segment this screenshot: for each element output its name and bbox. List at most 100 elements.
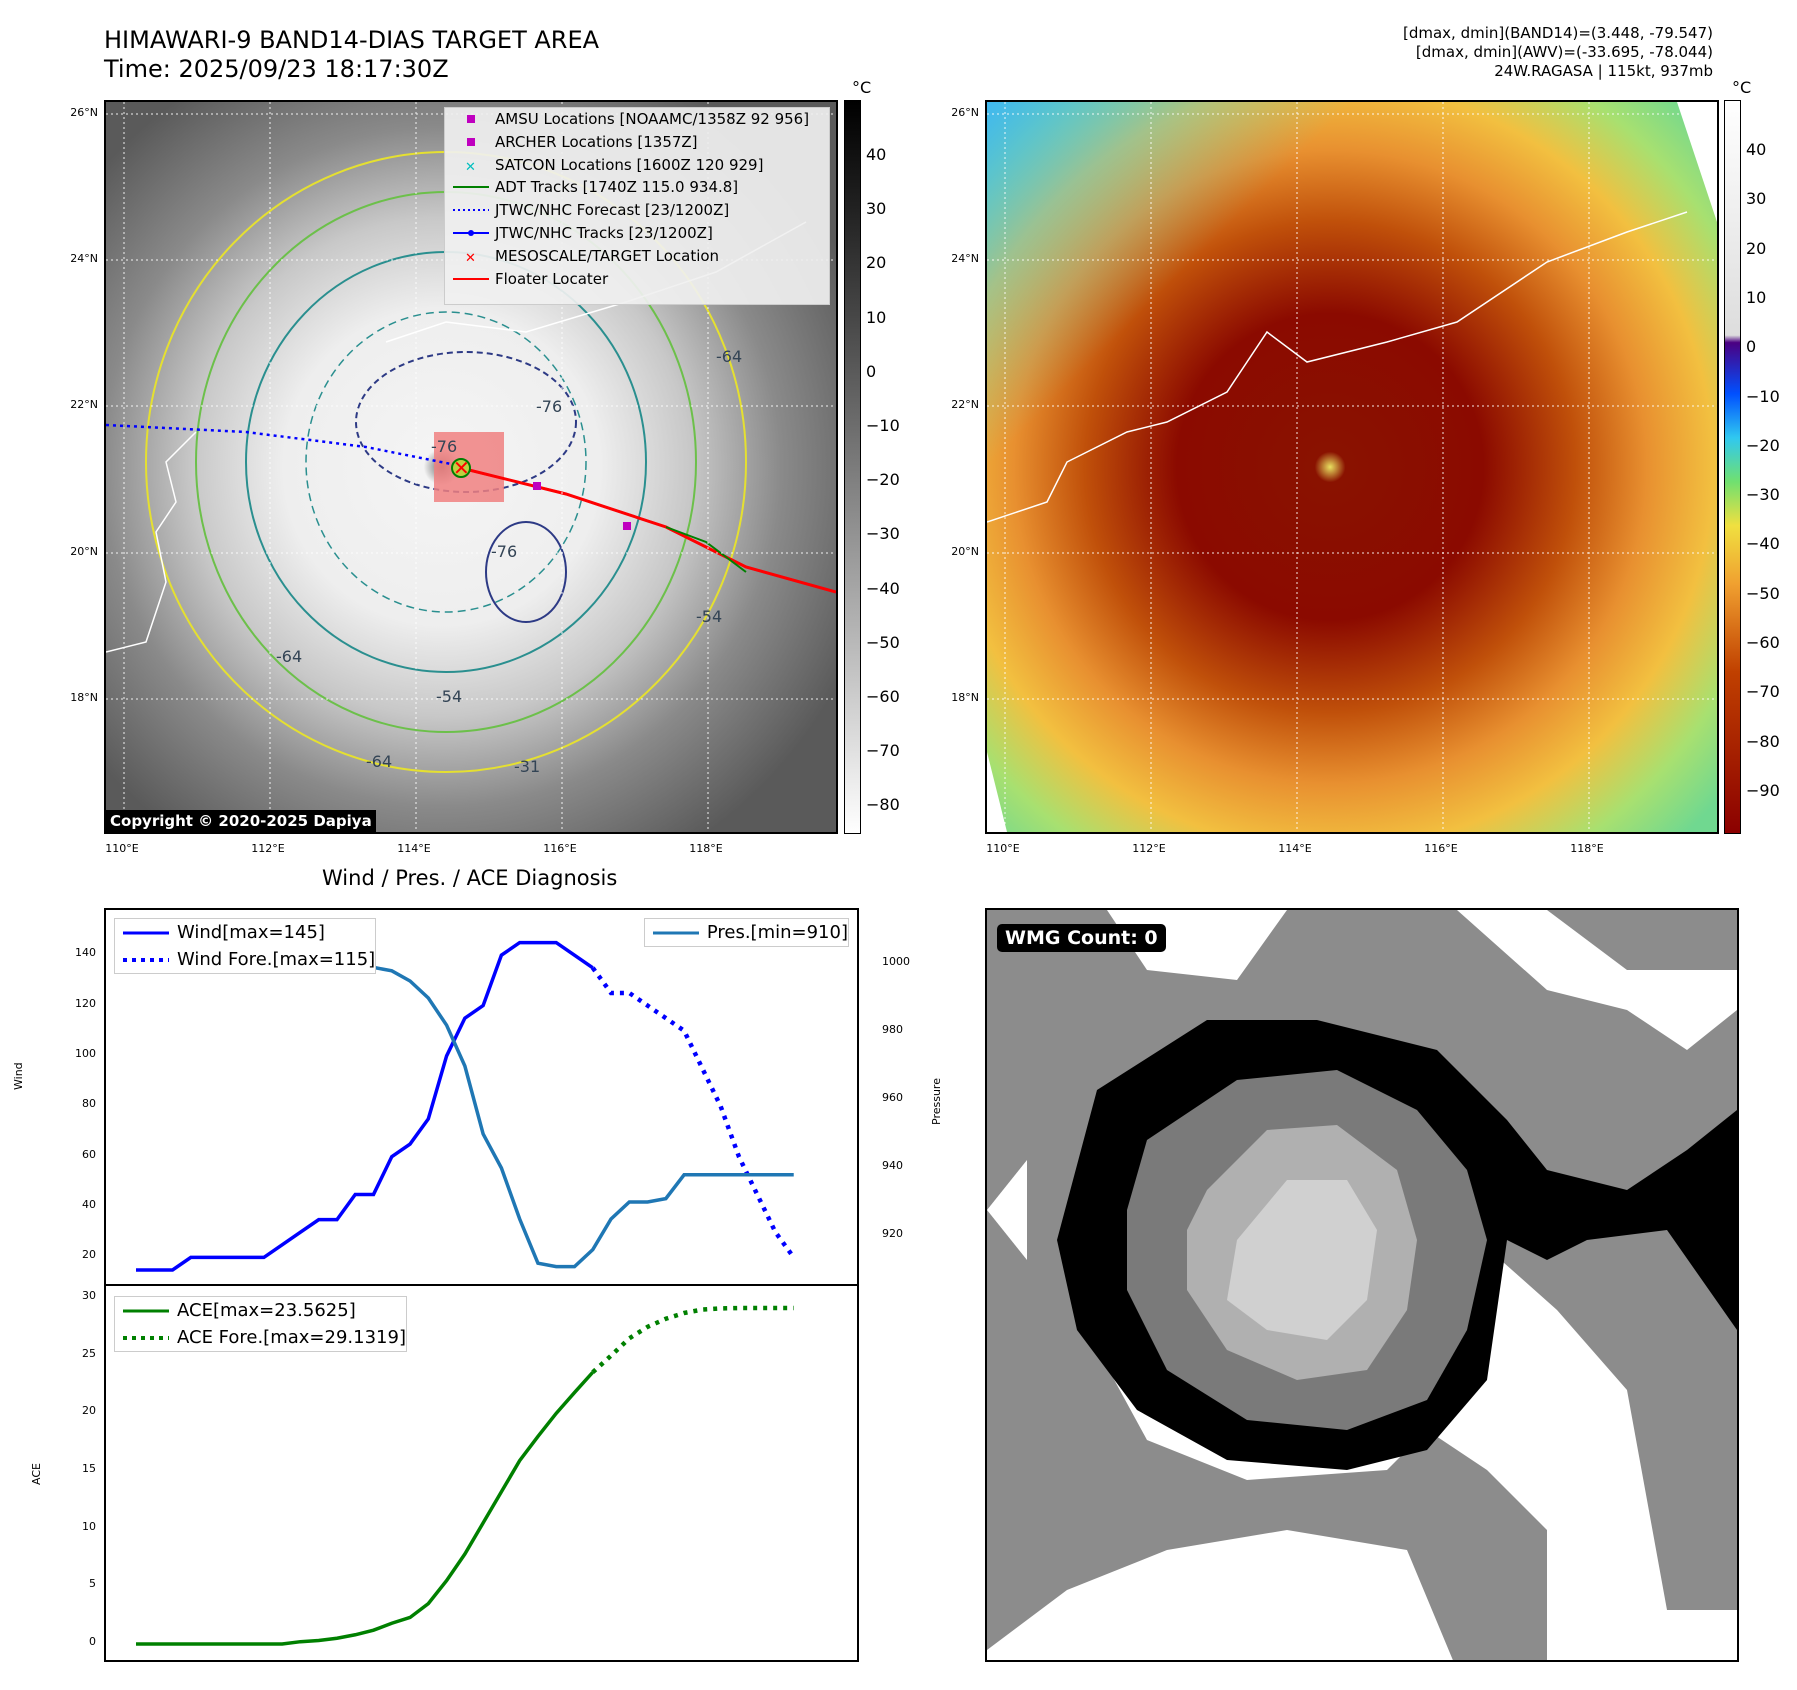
lon-tick-label: 112°E (1132, 842, 1166, 855)
legend-symbol-icon: ✕ (465, 160, 476, 175)
wmg-panel: WMG Count: 0 (985, 908, 1739, 1662)
ace-legend: ACE[max=23.5625] ACE Fore.[max=29.1319] (114, 1296, 407, 1352)
legend-symbol-icon (467, 137, 475, 146)
legend-symbol-icon: ✕ (465, 251, 476, 266)
legend-label: MESOSCALE/TARGET Location (495, 246, 720, 265)
colorbar-tick-label: −70 (1746, 682, 1780, 702)
colorbar-unit: °C (852, 78, 872, 97)
ir-colorbar (844, 100, 861, 834)
awv-satellite-map (985, 100, 1719, 834)
wind-series-line (136, 940, 594, 1272)
legend-label: ADT Tracks [1740Z 115.0 934.8] (495, 178, 739, 197)
lat-tick-label: 24°N (70, 252, 98, 265)
wind-tick-label: 100 (75, 1046, 96, 1060)
ace-tick-label: 5 (89, 1577, 96, 1591)
lat-tick-label: 26°N (951, 106, 979, 119)
colorbar-tick-label: 30 (866, 199, 887, 219)
colorbar-tick-label: −60 (1746, 633, 1780, 652)
lat-tick-label: 26°N (70, 106, 98, 119)
pressure-tick-label: 1000 (882, 955, 910, 968)
colorbar-tick-label: −90 (1746, 780, 1780, 800)
ace-legend-line (123, 1309, 169, 1313)
contour-label: -64 (716, 347, 742, 366)
lon-tick-label: 110°E (986, 842, 1020, 855)
diagnosis-title: Wind / Pres. / ACE Diagnosis (322, 866, 618, 890)
colorbar-tick-label: 40 (1746, 140, 1767, 159)
chart-title: HIMAWARI-9 BAND14-DIAS TARGET AREA Time: … (104, 26, 599, 84)
ace-tick-label: 25 (82, 1346, 96, 1360)
colorbar-tick-label: −50 (1746, 583, 1780, 603)
wind-tick-label: 20 (82, 1248, 96, 1262)
legend-label: Floater Locater (495, 269, 609, 288)
lon-tick-label: 118°E (689, 842, 723, 855)
wind-forecast-series-line (590, 966, 796, 1259)
map-legend-item: JTWC/NHC Forecast [23/1200Z] (445, 199, 829, 222)
map-legend-item: ADT Tracks [1740Z 115.0 934.8] (445, 176, 829, 199)
colorbar-tick-label: 20 (1746, 238, 1767, 258)
colorbar-tick-label: −20 (866, 470, 900, 490)
legend-label: AMSU Locations [NOAAMC/1358Z 92 956] (495, 110, 810, 128)
pressure-series-line (135, 928, 794, 1269)
lat-tick-label: 18°N (70, 691, 98, 704)
legend-label: JTWC/NHC Forecast [23/1200Z] (495, 201, 730, 220)
ir-satellite-map: ✕ -76 -76 -76 -64 -64 -64 -54 -54 -31 AM… (104, 100, 838, 834)
colorbar-tick-label: −30 (866, 524, 900, 544)
info-line3: 24W.RAGASA | 115kt, 937mb (1494, 62, 1713, 80)
ace-tick-label: 15 (82, 1462, 96, 1475)
colorbar-tick-label: 30 (1746, 189, 1767, 209)
lon-tick-label: 116°E (543, 842, 577, 855)
ace-tick-label: 0 (89, 1635, 96, 1648)
legend-label: SATCON Locations [1600Z 120 929] (495, 155, 764, 174)
colorbar-tick-label: 10 (866, 307, 887, 327)
ace-plot (136, 1305, 794, 1646)
wind-fore-legend-label: Wind Fore.[max=115] (177, 949, 376, 970)
pressure-tick-label: 960 (882, 1091, 903, 1104)
contour-label: -31 (514, 757, 540, 776)
colorbar-tick-label: 0 (866, 361, 877, 381)
lat-tick-label: 24°N (951, 252, 979, 265)
map-legend: AMSU Locations [NOAAMC/1358Z 92 956] ARCH… (444, 107, 830, 305)
contour-label: -64 (366, 752, 392, 771)
colorbar-tick-label: −40 (866, 578, 900, 598)
ace-legend-label: ACE[max=23.5625] (177, 1300, 356, 1321)
wind-tick-label: 60 (82, 1147, 96, 1161)
ace-fore-legend-line (123, 1336, 169, 1340)
pressure-tick-label: 940 (882, 1159, 903, 1172)
wind-tick-label: 120 (75, 996, 96, 1010)
legend-symbol-icon (467, 115, 475, 123)
lat-tick-label: 20°N (70, 545, 98, 558)
map-legend-item: ✕ MESOSCALE/TARGET Location (445, 245, 829, 268)
lat-tick-label: 22°N (70, 398, 98, 411)
pressure-tick-label: 920 (882, 1227, 903, 1240)
legend-symbol-icon (453, 209, 489, 212)
colorbar-tick-label: −10 (866, 416, 900, 435)
lon-tick-label: 112°E (251, 842, 285, 855)
colorbar-tick-label: −10 (1746, 386, 1780, 406)
wind-tick-label: 140 (75, 946, 96, 960)
svg-text:✕: ✕ (465, 160, 476, 175)
lat-tick-label: 20°N (951, 545, 979, 558)
contour-label: -76 (536, 397, 562, 416)
legend-label: JTWC/NHC Tracks [23/1200Z] (495, 223, 713, 242)
title-line1: HIMAWARI-9 BAND14-DIAS TARGET AREA (104, 26, 600, 54)
wmg-count-badge: WMG Count: 0 (997, 924, 1166, 952)
colorbar-tick-label: 40 (866, 145, 887, 164)
lat-tick-label: 18°N (951, 691, 979, 704)
legend-symbol-icon (453, 277, 489, 280)
wmg-image (987, 910, 1737, 1660)
colorbar-tick-label: 10 (1746, 287, 1767, 307)
wind-legend-label: Wind[max=145] (177, 922, 325, 943)
ace-chart: ACE[max=23.5625] ACE Fore.[max=29.1319] (104, 1284, 859, 1662)
wind-tick-label: 80 (82, 1097, 96, 1111)
contour-label: -76 (431, 437, 457, 456)
colorbar-tick-label: 20 (866, 253, 887, 273)
legend-label: ARCHER Locations [1357Z] (495, 132, 698, 151)
colorbar-tick-label: −60 (866, 687, 900, 706)
awv-colorbar (1724, 100, 1741, 834)
colorbar-tick-label: −30 (1746, 485, 1780, 505)
lon-tick-label: 114°E (397, 842, 431, 855)
ace-tick-label: 10 (82, 1519, 96, 1533)
wind-pressure-chart: Wind[max=145] Wind Fore.[max=115] Pres.[… (104, 908, 859, 1286)
info-line2: [dmax, dmin](AWV)=(-33.695, -78.044) (1415, 43, 1713, 61)
colorbar-tick-label: −50 (866, 632, 900, 652)
